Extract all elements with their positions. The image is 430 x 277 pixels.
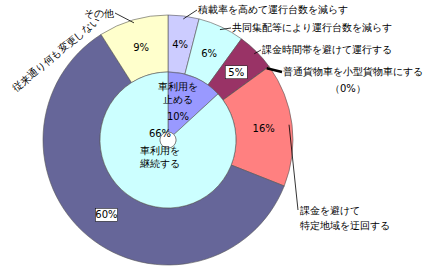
leader-line [183,10,197,19]
pie-slice [100,72,236,208]
text-line: 車利用を [140,145,180,156]
text-line: その他 [84,8,114,19]
value-label: 66% [149,128,171,139]
category-label: 課金時間帯を避けて運行する [262,44,392,55]
text-line: 課金を避けて [300,205,360,216]
label-box [225,66,247,79]
category-label: 積載率を高めて運行台数を減らす [198,4,348,15]
category-label: 車利用を止める [158,81,198,105]
leader-line [289,125,298,210]
text-line: 従来通り何も変更しない [10,14,101,93]
category-label: 従来通り何も変更しない [10,14,101,93]
leader-line [220,28,231,30]
category-label: 課金を避けて特定地域を迂回する [300,205,390,231]
text-line: 課金時間帯を避けて運行する [262,44,392,55]
value-label: 60% [95,209,117,220]
category-label: 共同集配等により運行台数を減らす [232,22,392,33]
text-line: 止める [163,94,193,105]
category-label: その他 [84,8,114,19]
text-line: 特定地域を迂回する [300,220,390,231]
text-line: 普通貨物車を小型貨物車にする [283,66,423,77]
text-line: 継続する [139,158,180,169]
chart: 積載率を高めて運行台数を減らす 4% 共同集配等により運行台数を減らす 6% 課金時間帯… [0,0,430,277]
text-line: 積載率を高めて運行台数を減らす [198,4,348,15]
label-box [95,208,117,221]
category-label: 普通貨物車を小型貨物車にする [283,66,423,77]
leader-line [254,50,261,54]
value-label: 5% [228,67,244,78]
value-label: 10% [167,111,189,122]
text-line: 車利用を [158,81,198,92]
text-line: 共同集配等により運行台数を減らす [232,22,392,33]
leader-line [115,13,134,23]
category-label: 車利用を継続する [139,145,180,169]
value-label: 9% [133,42,149,53]
labels: 積載率を高めて運行台数を減らす 4% 共同集配等により運行台数を減らす 6% 課金時間帯… [10,4,423,231]
leader-line [267,68,282,72]
value-label: 16% [253,123,275,134]
value-label: 6% [201,48,217,59]
plot [43,15,293,265]
value-label: 4% [172,39,188,50]
value-label: （0%） [330,83,366,94]
